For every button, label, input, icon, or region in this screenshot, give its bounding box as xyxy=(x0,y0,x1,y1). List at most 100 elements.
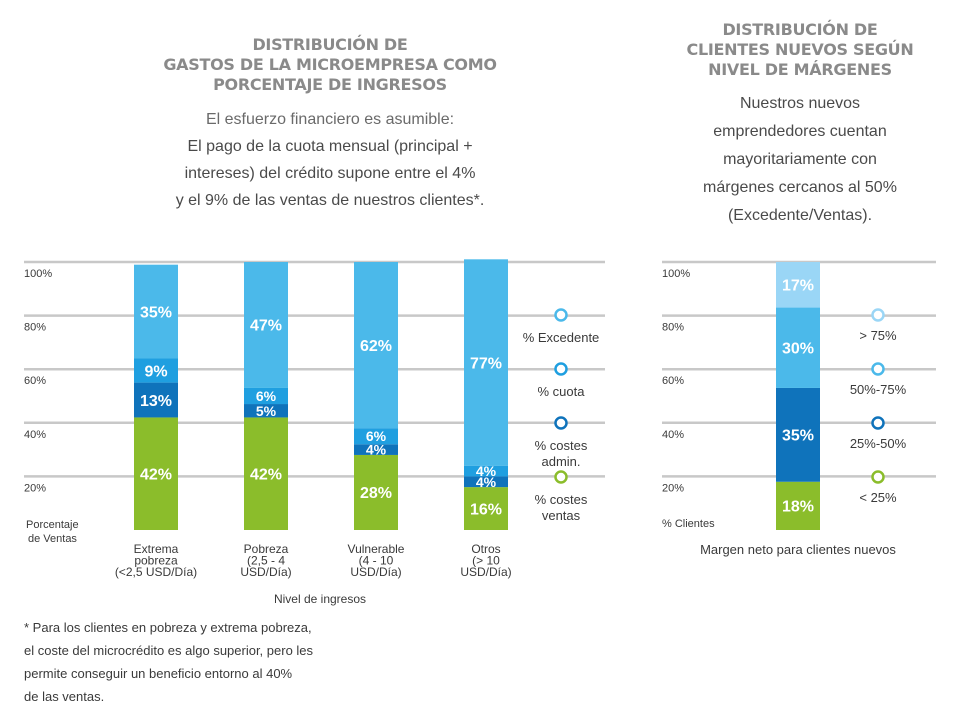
right-title-line: DISTRIBUCIÓN DE xyxy=(722,20,878,39)
right-subtitle-line: mayoritariamente con xyxy=(723,151,877,168)
data-label: 6% xyxy=(256,388,277,404)
x-category-label: USD/Día) xyxy=(240,565,291,579)
x-category-label: (<2,5 USD/Día) xyxy=(115,565,197,579)
legend-marker xyxy=(871,362,885,376)
bar-segment xyxy=(134,417,178,530)
x-axis-label: Margen neto para clientes nuevos xyxy=(700,542,896,557)
data-label: 35% xyxy=(782,428,814,445)
legend-marker xyxy=(554,416,568,430)
y-tick-label: 60% xyxy=(662,375,684,387)
data-label: 9% xyxy=(144,363,167,380)
right-subtitle-line: márgenes cercanos al 50% xyxy=(703,179,897,196)
legend-marker xyxy=(871,308,885,322)
x-category-label: (2,5 - 4 xyxy=(247,554,285,568)
x-category-label: Vulnerable xyxy=(348,542,405,556)
x-category-label: USD/Día) xyxy=(350,565,401,579)
right-chart-title: DISTRIBUCIÓN DE CLIENTES NUEVOS SEGÚN NI… xyxy=(650,20,950,80)
legend-label: ventas xyxy=(542,508,581,523)
data-label: 4% xyxy=(476,463,497,479)
footnote-line: el coste del microcrédito es algo superi… xyxy=(24,643,314,658)
legend-label: admin. xyxy=(541,454,580,469)
bar-segment xyxy=(134,358,178,383)
bar-segment xyxy=(776,387,820,482)
bar-segment xyxy=(354,262,398,429)
data-label: 62% xyxy=(360,338,392,355)
bar-segment xyxy=(244,404,288,418)
y-tick-label: 80% xyxy=(24,322,46,334)
left-subtitle-line: El pago de la cuota mensual (principal + xyxy=(187,138,473,155)
left-title-line: PORCENTAJE DE INGRESOS xyxy=(213,75,447,94)
bar-segment xyxy=(464,259,508,466)
x-category-label: Extrema xyxy=(134,542,179,556)
y-axis-label: de Ventas xyxy=(28,533,77,545)
left-chart-title: DISTRIBUCIÓN DE GASTOS DE LA MICROEMPRES… xyxy=(140,35,520,95)
legend-label: % costes xyxy=(535,438,588,453)
x-category-label: Otros xyxy=(471,542,500,556)
bar-segment xyxy=(244,262,288,388)
legend-marker xyxy=(554,470,568,484)
left-title-line: DISTRIBUCIÓN DE xyxy=(252,35,408,54)
bar-segment xyxy=(354,454,398,530)
legend-label: > 75% xyxy=(859,328,897,343)
data-label: 17% xyxy=(782,278,814,295)
left-subtitle-line: El esfuerzo financiero es asumible: xyxy=(205,111,455,128)
bar-segment xyxy=(464,476,508,488)
x-category-label: Pobreza xyxy=(244,542,289,556)
data-label: 42% xyxy=(140,466,172,483)
footnote-line: permite conseguir un beneficio entorno a… xyxy=(24,666,293,681)
legend-marker xyxy=(871,416,885,430)
right-title-line: NIVEL DE MÁRGENES xyxy=(708,60,892,79)
data-label: 4% xyxy=(366,442,387,458)
y-tick-label: 40% xyxy=(662,429,684,441)
right-chart-subtitle: Nuestros nuevos emprendedores cuentan ma… xyxy=(650,90,950,230)
data-label: 28% xyxy=(360,485,392,502)
bar-segment xyxy=(354,428,398,445)
bar-segment xyxy=(244,417,288,530)
data-label: 30% xyxy=(782,341,814,358)
y-tick-label: 40% xyxy=(24,429,46,441)
bar-segment xyxy=(134,264,178,359)
x-axis-label: Nivel de ingresos xyxy=(274,592,366,606)
y-axis-label: % Clientes xyxy=(662,518,715,530)
left-subtitle-line: y el 9% de las ventas de nuestros client… xyxy=(175,192,485,209)
y-tick-label: 100% xyxy=(662,268,690,280)
data-label: 13% xyxy=(140,393,172,410)
y-tick-label: 100% xyxy=(24,268,52,280)
footnote-line: de las ventas. xyxy=(24,689,105,704)
legend-marker xyxy=(871,470,885,484)
right-subtitle-line: emprendedores cuentan xyxy=(713,123,887,140)
bar-segment xyxy=(134,382,178,418)
footnote: * Para los clientes en pobreza y extrema… xyxy=(24,616,384,708)
y-tick-label: 60% xyxy=(24,375,46,387)
y-tick-label: 20% xyxy=(24,482,46,494)
legend-label: % Excedente xyxy=(523,330,600,345)
bar-segment xyxy=(464,487,508,530)
legend-label: 25%-50% xyxy=(850,436,907,451)
bar-segment xyxy=(776,262,820,308)
data-label: 16% xyxy=(470,501,502,518)
bar-segment xyxy=(244,387,288,405)
legend-label: 50%-75% xyxy=(850,382,907,397)
right-subtitle-line: Nuestros nuevos xyxy=(739,95,861,112)
data-label: 42% xyxy=(250,466,282,483)
left-chart-subtitle: El esfuerzo financiero es asumible: El p… xyxy=(120,106,540,214)
legend-label: % costes xyxy=(535,492,588,507)
left-subtitle-line: intereses) del crédito supone entre el 4… xyxy=(184,165,476,182)
footnote-line: * Para los clientes en pobreza y extrema… xyxy=(24,620,312,635)
bar-segment xyxy=(354,444,398,455)
data-label: 47% xyxy=(250,318,282,335)
x-category-label: (> 10 xyxy=(472,554,500,568)
x-category-label: USD/Día) xyxy=(460,565,511,579)
legend-label: % cuota xyxy=(538,384,586,399)
right-title-line: CLIENTES NUEVOS SEGÚN xyxy=(686,40,914,59)
data-label: 18% xyxy=(782,499,814,516)
y-axis-label: Porcentaje xyxy=(26,519,79,531)
left-title-line: GASTOS DE LA MICROEMPRESA COMO xyxy=(163,55,497,74)
data-label: 35% xyxy=(140,304,172,321)
data-label: 77% xyxy=(470,355,502,372)
right-subtitle-line: (Excedente/Ventas). xyxy=(727,207,873,224)
bar-segment xyxy=(464,465,508,477)
y-tick-label: 20% xyxy=(662,482,684,494)
x-category-label: pobreza xyxy=(134,554,178,568)
